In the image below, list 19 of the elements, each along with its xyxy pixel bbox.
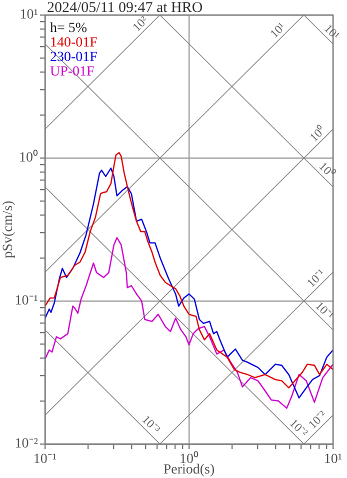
y-axis-title: pSv(cm/s) xyxy=(1,200,16,258)
annotation: 10⁻² xyxy=(305,408,330,432)
x-tick-label: 10⁻¹ xyxy=(33,452,57,468)
annotation: 10⁻¹ xyxy=(312,298,337,323)
text: 230-01F xyxy=(50,50,98,65)
text: UP-01F xyxy=(50,64,95,80)
annotation: 10⁻³ xyxy=(139,412,164,436)
y-tick-label: 10⁻² xyxy=(14,436,38,452)
y-tick-label: 10⁻¹ xyxy=(14,294,38,309)
annotation: 10⁰ xyxy=(316,159,338,180)
text: 140-01F xyxy=(50,36,98,50)
y-tick-label: 10¹ xyxy=(20,8,38,23)
annotation: 10¹ xyxy=(267,19,288,41)
annotation: 10⁰ xyxy=(306,123,328,144)
annotation: h= 5% xyxy=(50,21,88,36)
y-tick-label: 10⁰ xyxy=(19,150,38,166)
annotation: 10⁻¹ xyxy=(304,266,328,290)
x-tick-label: 10¹ xyxy=(324,452,342,468)
annotation: 10¹ xyxy=(321,21,343,43)
